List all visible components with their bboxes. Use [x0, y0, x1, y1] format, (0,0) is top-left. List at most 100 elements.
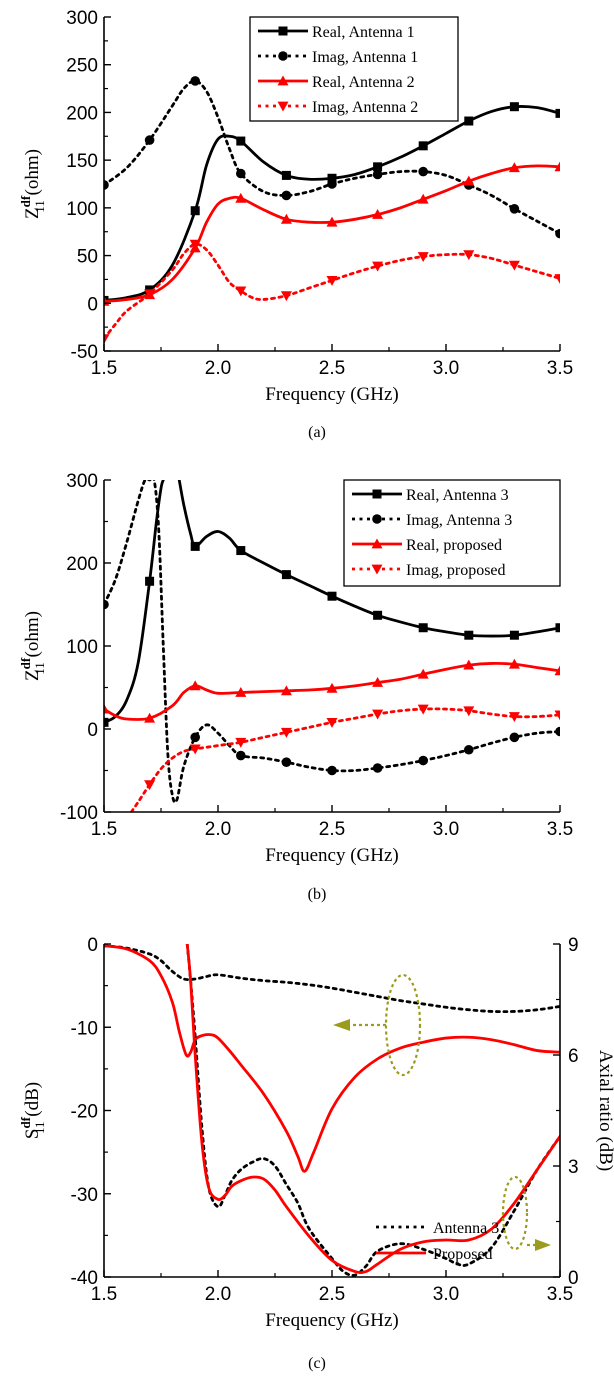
- series-line-antenna-3-s11: [104, 944, 560, 1014]
- data-point-real-antenna-2: [554, 161, 560, 172]
- legend-marker: [372, 514, 382, 524]
- data-point-real-proposed: [104, 703, 110, 714]
- y-tick-label: -40: [71, 1268, 98, 1289]
- y-tick-label: -50: [71, 342, 98, 363]
- x-tick-label: 3.0: [433, 819, 459, 840]
- series-line-proposed-ar: [185, 944, 560, 1275]
- legend-label: Imag, proposed: [406, 562, 506, 579]
- legend-label: Real, Antenna 1: [312, 24, 415, 41]
- data-point-real-antenna-2: [372, 209, 384, 219]
- data-point-real-antenna-1: [464, 116, 474, 126]
- legend-label: Antenna 3: [433, 1220, 499, 1237]
- x-tick-label: 1.5: [91, 819, 117, 840]
- data-point-imag-proposed: [417, 704, 429, 715]
- x-tick-label: 1.5: [91, 358, 117, 379]
- data-point-imag-proposed: [326, 717, 338, 728]
- legend: Real, Antenna 1 Imag, Antenna 1 Real, Ante…: [249, 16, 459, 122]
- chart-panel-1: 1.5 2.0 2.5 3.0 3.5 -50 0 50 100 150 200 250 300 Freq…: [18, 8, 573, 441]
- y-label-unit: (dB): [22, 1082, 43, 1122]
- x-axis-label: Frequency (GHz): [265, 1310, 398, 1331]
- data-point-imag-antenna-3: [509, 732, 520, 743]
- y-label-main: Z: [22, 207, 43, 219]
- y-axis-label: Sdf11 (dB): [18, 1082, 47, 1139]
- data-point-imag-antenna-3: [327, 765, 337, 776]
- x-tick-label: 2.5: [319, 819, 345, 840]
- data-point-imag-antenna-3: [555, 726, 560, 737]
- panel-caption: (c): [308, 1355, 326, 1372]
- y-label-sup: df: [18, 657, 33, 669]
- data-point-real-proposed: [235, 686, 247, 697]
- x-axis-label: Frequency (GHz): [265, 384, 398, 405]
- data-point-real-proposed: [372, 677, 384, 687]
- data-point-imag-antenna-3: [190, 732, 200, 743]
- data-point-imag-proposed: [280, 727, 292, 738]
- y-tick-label: 100: [66, 199, 98, 220]
- data-point-imag-antenna-2: [326, 275, 338, 286]
- legend: Real, Antenna 3 Imag, Antenna 3 Real, prop…: [343, 479, 561, 587]
- x-tick-label: 2.5: [319, 1284, 345, 1305]
- data-point-real-antenna-2: [508, 162, 520, 173]
- y-tick-label: 200: [66, 103, 98, 124]
- data-point-imag-proposed: [372, 709, 384, 720]
- y-axis-label: Zdf11 (ohm): [18, 611, 47, 681]
- data-point-imag-antenna-1: [509, 204, 520, 214]
- legend-marker: [278, 26, 288, 36]
- plot-area: [104, 76, 560, 345]
- data-point-real-antenna-3: [236, 546, 246, 556]
- x-tick-label: 3.0: [433, 1284, 459, 1305]
- legend-label: Real, Antenna 3: [406, 487, 509, 504]
- legend-marker: [278, 51, 288, 61]
- legend-label: Real, Antenna 2: [312, 74, 415, 91]
- y-tick-label: 250: [66, 56, 98, 77]
- right-axis-arrow-head: [535, 1239, 551, 1251]
- y-label-sup: df: [18, 1116, 33, 1128]
- data-point-real-antenna-2: [280, 213, 292, 224]
- y-label-unit: (ohm): [22, 611, 43, 662]
- data-point-real-antenna-3: [555, 623, 560, 633]
- axis-annotations: [333, 973, 551, 1251]
- y-right-axis-label: Axial ratio (dB): [595, 1050, 614, 1171]
- y-tick-label: 100: [66, 637, 98, 658]
- x-tick-label: 2.0: [205, 1284, 231, 1305]
- right-axis-ellipse: [501, 1175, 529, 1251]
- data-point-real-antenna-3: [104, 717, 109, 727]
- y-tick-label: -100: [60, 803, 98, 824]
- data-point-real-proposed: [463, 659, 475, 670]
- data-point-real-proposed: [144, 712, 156, 723]
- data-point-imag-antenna-1: [418, 166, 429, 177]
- y-tick-label: 300: [66, 8, 98, 29]
- y-tick-label: -20: [71, 1102, 98, 1123]
- x-tick-label: 2.5: [319, 358, 345, 379]
- x-tick-label: 1.5: [91, 1284, 117, 1305]
- data-point-real-antenna-3: [373, 610, 383, 620]
- series-line-imag-proposed: [129, 707, 560, 812]
- y-label-unit: (ohm): [22, 149, 43, 200]
- y-tick-label: 0: [87, 720, 98, 741]
- y-label-sub: 11: [32, 662, 47, 675]
- data-point-imag-antenna-3: [372, 763, 383, 773]
- data-point-imag-proposed: [144, 780, 156, 791]
- data-point-imag-antenna-2: [417, 252, 429, 263]
- x-tick-label: 3.5: [547, 1284, 573, 1305]
- data-point-real-antenna-3: [418, 623, 428, 633]
- data-point-imag-antenna-3: [281, 757, 292, 767]
- data-point-real-antenna-1: [190, 206, 200, 216]
- panel-caption: (b): [308, 886, 327, 903]
- y-right-tick-label: 6: [568, 1046, 579, 1067]
- data-point-real-proposed: [326, 682, 338, 693]
- legend-label: Imag, Antenna 2: [312, 99, 418, 116]
- data-point-real-antenna-3: [464, 630, 474, 640]
- legend-marker: [372, 489, 382, 499]
- data-point-real-proposed: [280, 685, 292, 696]
- x-tick-label: 2.0: [205, 819, 231, 840]
- x-axis-label: Frequency (GHz): [265, 845, 398, 866]
- series-line-imag-antenna-2: [104, 242, 560, 340]
- legend-marker: [371, 564, 383, 575]
- data-point-imag-antenna-2: [104, 334, 110, 345]
- x-tick-label: 2.0: [205, 358, 231, 379]
- data-point-real-antenna-1: [373, 162, 383, 172]
- legend-marker: [277, 75, 289, 86]
- data-point-real-antenna-3: [281, 570, 291, 580]
